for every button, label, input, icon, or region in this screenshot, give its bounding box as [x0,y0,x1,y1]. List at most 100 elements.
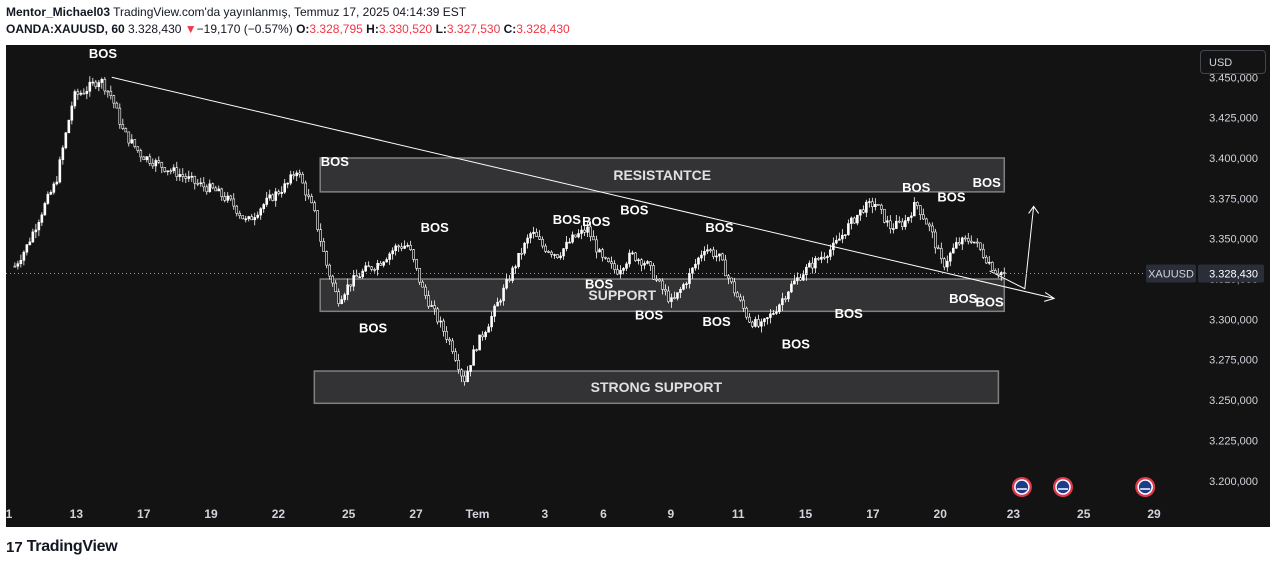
candle-body [397,245,400,248]
time-tick-label: 23 [1007,507,1021,521]
candle-body [112,95,116,104]
candle-body [487,326,490,333]
candle-body [322,241,325,252]
candle-body [448,339,451,342]
candle-body [898,220,901,223]
candle-body [862,209,865,213]
candle-body [598,249,601,253]
open-value: 3.328,795 [309,22,363,36]
candle-body [136,146,140,151]
candle-body [196,182,200,185]
candle-body [223,196,227,201]
candle-body [484,331,487,338]
candle-body [232,198,236,207]
candle-body [274,191,278,201]
candle-body [439,320,442,323]
bos-label: BOS [620,202,649,217]
candle-body [460,369,463,377]
time-tick-label: 20 [934,507,948,521]
candle-body [634,252,637,262]
candle-body [244,218,248,221]
bos-label: BOS [902,180,931,195]
candle-body [46,193,50,204]
time-tick-label: 17 [866,507,880,521]
candle-body [739,296,742,301]
candle-body [895,220,898,229]
candle-body [124,128,128,133]
price-tick-label: 3.375,000 [1209,193,1258,205]
bos-label: BOS [702,314,731,329]
candle-body [781,298,784,306]
candle-body [319,229,322,242]
us-flag-icon [1055,479,1071,495]
candle-body [960,237,964,245]
tradingview-wordmark: TradingView [26,538,118,555]
candle-body [430,305,433,307]
candle-body [19,260,23,264]
candle-body [478,334,481,351]
candle-body [337,291,340,304]
candle-body [943,258,946,268]
candle-body [595,239,598,253]
candle-body [673,297,676,299]
candle-body [913,202,916,217]
candle-body [523,242,526,254]
candle-body [826,256,829,258]
time-tick-label: 11 [732,507,745,521]
candle-body [163,167,167,172]
low-label: L: [435,22,447,36]
price-tick-label: 3.275,000 [1209,355,1258,367]
candle-body [805,266,808,275]
candle-body [937,247,940,250]
down-arrow-icon: ▼ [184,22,197,36]
chart-pane[interactable]: RESISTANTCE SUPPORT STRONG SUPPORT BOS BOS BO… [6,45,1270,527]
candle-body [442,320,445,332]
candle-body [700,254,703,259]
candle-body [559,255,562,258]
candle-body [181,174,185,177]
tradingview-logo[interactable]: 17 TradingView [6,537,118,557]
bos-label: BOS [582,214,611,229]
time-tick-label: 29 [1147,507,1161,521]
bos-label: BOS [321,154,350,169]
candle-body [100,79,104,83]
candle-body [364,265,367,272]
candle-body [373,269,376,271]
candle-body [34,229,38,233]
candle-body [721,253,724,261]
candle-body [877,204,880,206]
candle-body [517,252,520,267]
candle-body [640,259,643,266]
candle-body [766,317,769,320]
price-tick-label: 3.400,000 [1209,153,1258,165]
high-label: H: [366,22,379,36]
candle-body [966,238,970,242]
candle-body [661,280,664,290]
candle-body [496,301,499,307]
candle-body [874,204,877,208]
time-tick-label: 25 [1077,507,1091,521]
candle-body [769,313,772,318]
candle-body [1002,272,1006,274]
candle-body [499,300,502,303]
candle-body [55,181,59,185]
candle-body [760,321,763,327]
candle-body [604,256,607,259]
candle-body [799,277,802,281]
candle-body [64,132,68,149]
candle-body [349,284,352,287]
candle-body [418,268,421,283]
open-label: O: [296,22,310,36]
candle-body [619,270,622,275]
candle-body [928,223,931,227]
candle-body [631,252,634,255]
currency-button[interactable]: USD [1200,50,1266,74]
candle-body [547,251,550,253]
candle-body [502,287,505,302]
candle-body [952,247,955,254]
bos-label: BOS [89,46,118,61]
projection-path [989,206,1035,290]
candle-body [954,242,958,249]
candle-body [184,176,188,179]
